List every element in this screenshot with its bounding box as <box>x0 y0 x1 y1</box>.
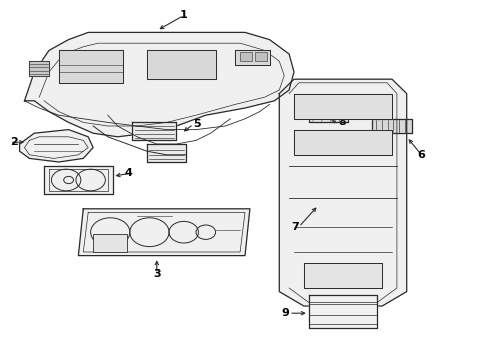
Bar <box>255 52 267 61</box>
Polygon shape <box>304 263 382 288</box>
Bar <box>240 52 252 61</box>
Polygon shape <box>147 144 186 162</box>
Polygon shape <box>309 295 377 328</box>
Polygon shape <box>24 32 294 137</box>
Bar <box>93 234 127 252</box>
Polygon shape <box>44 166 113 194</box>
Polygon shape <box>59 50 122 83</box>
Text: 9: 9 <box>281 308 289 318</box>
Polygon shape <box>294 130 392 155</box>
Polygon shape <box>29 61 49 76</box>
Polygon shape <box>20 130 93 162</box>
Text: 1: 1 <box>180 10 188 21</box>
Polygon shape <box>147 50 216 79</box>
Text: 3: 3 <box>153 269 161 279</box>
Polygon shape <box>78 209 250 256</box>
Text: 6: 6 <box>417 150 425 160</box>
Text: 5: 5 <box>194 119 201 129</box>
Polygon shape <box>294 94 392 119</box>
Text: 2: 2 <box>10 137 18 147</box>
Polygon shape <box>235 50 270 65</box>
Polygon shape <box>279 79 407 306</box>
Text: 4: 4 <box>124 168 132 178</box>
Text: 8: 8 <box>338 117 346 127</box>
Polygon shape <box>372 119 412 133</box>
Text: 7: 7 <box>291 222 299 232</box>
Polygon shape <box>132 122 176 140</box>
Polygon shape <box>309 112 348 122</box>
